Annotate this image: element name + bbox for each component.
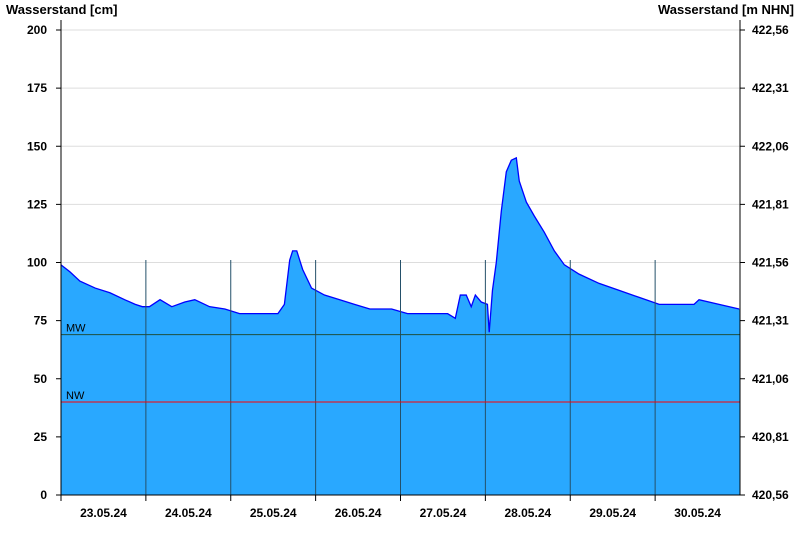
x-tick-label: 27.05.24	[420, 506, 467, 520]
right-tick-label: 422,31	[752, 81, 789, 95]
right-tick-label: 422,56	[752, 23, 789, 37]
right-tick-label: 420,81	[752, 430, 789, 444]
x-tick-label: 28.05.24	[504, 506, 551, 520]
left-tick-label: 150	[27, 139, 47, 153]
reference-label-mw: MW	[66, 323, 86, 335]
left-tick-label: 175	[27, 81, 47, 95]
left-tick-label: 200	[27, 23, 47, 37]
right-tick-label: 421,56	[752, 256, 789, 270]
left-tick-label: 100	[27, 256, 47, 270]
left-tick-label: 25	[34, 430, 48, 444]
right-tick-label: 421,06	[752, 372, 789, 386]
axes: 0 420,56 25 420,81 50 421,06 75 421,31 100 421,56…	[27, 20, 789, 520]
right-axis-title: Wasserstand [m NHN]	[658, 2, 794, 17]
left-tick-label: 125	[27, 197, 47, 211]
right-tick-label: 421,81	[752, 197, 789, 211]
left-tick-label: 0	[40, 488, 47, 502]
x-tick-label: 30.05.24	[674, 506, 721, 520]
right-tick-label: 422,06	[752, 139, 789, 153]
x-tick-label: 25.05.24	[250, 506, 297, 520]
x-tick-label: 26.05.24	[335, 506, 382, 520]
water-level-line	[60, 156, 740, 333]
right-tick-label: 420,56	[752, 488, 789, 502]
left-tick-label: 75	[34, 314, 48, 328]
x-tick-label: 24.05.24	[165, 506, 212, 520]
left-tick-label: 50	[34, 372, 48, 386]
left-axis-title: Wasserstand [cm]	[6, 2, 118, 17]
right-tick-label: 421,31	[752, 314, 789, 328]
x-tick-label: 29.05.24	[589, 506, 636, 520]
reference-label-nw: NW	[66, 390, 85, 402]
day-separators	[145, 260, 656, 495]
reference-lines: MW NW	[61, 323, 740, 403]
x-tick-label: 23.05.24	[80, 506, 127, 520]
